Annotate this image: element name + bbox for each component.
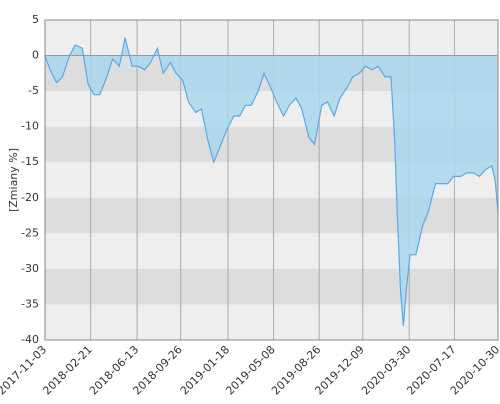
y-tick-label: -30 bbox=[21, 262, 39, 275]
y-tick-label: -35 bbox=[21, 297, 39, 310]
y-tick-label: -40 bbox=[21, 333, 39, 346]
plot-area: 50-5-10-15-20-25-30-35-402017-11-032018-… bbox=[0, 13, 500, 397]
y-axis-label: [Zmiany %] bbox=[7, 148, 20, 212]
area-fill bbox=[45, 37, 498, 326]
y-tick-label: -20 bbox=[21, 191, 39, 204]
y-tick-label: 5 bbox=[32, 13, 39, 26]
y-tick-label: 0 bbox=[32, 49, 39, 62]
y-tick-label: -25 bbox=[21, 226, 39, 239]
line bbox=[44, 37, 499, 326]
background-band bbox=[45, 233, 498, 269]
background-band bbox=[45, 20, 498, 56]
y-tick-label: -5 bbox=[28, 84, 39, 97]
plot-border bbox=[44, 19, 499, 341]
y-tick-label: -15 bbox=[21, 155, 39, 168]
background-band bbox=[45, 268, 498, 305]
y-tick-label: -10 bbox=[21, 120, 39, 133]
background-band bbox=[45, 304, 498, 340]
